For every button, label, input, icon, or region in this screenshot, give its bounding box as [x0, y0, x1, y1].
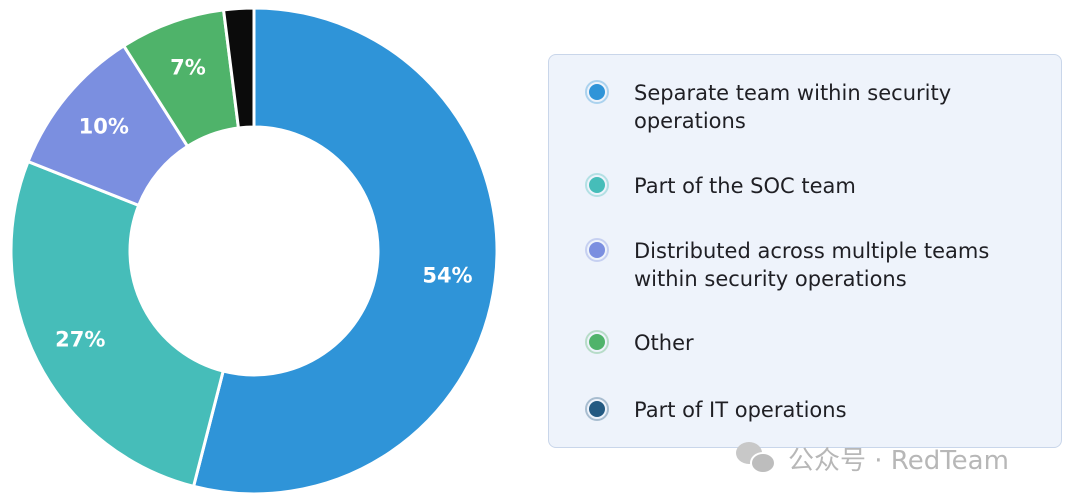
legend-label: Part of the SOC team: [634, 174, 856, 198]
donut-chart: 54% 27% 10% 7%: [9, 6, 499, 496]
legend-label: Separate team within security operations: [634, 81, 952, 133]
donut-slice-4: [221, 6, 256, 130]
legend-marker-icon: [584, 79, 612, 105]
watermark: 公众号 · RedTeam: [736, 440, 1009, 477]
legend-marker-icon: [584, 329, 612, 355]
legend-marker-icon: [584, 396, 612, 422]
donut-slice-label-0: 54%: [422, 263, 472, 287]
legend-item-other: Other: [584, 329, 1054, 357]
legend-label: Other: [634, 331, 694, 355]
donut-slice-0: [191, 6, 499, 496]
donut-slice-label-1: 27%: [55, 328, 105, 352]
chart-legend: Separate team within security operations…: [548, 54, 1062, 448]
legend-marker-icon: [584, 237, 612, 263]
legend-item-it-operations: Part of IT operations: [584, 396, 1054, 424]
wechat-icon: [736, 441, 778, 476]
legend-item-distributed: Distributed across multiple teams within…: [584, 237, 1054, 293]
legend-label: Distributed across multiple teams within…: [634, 239, 990, 291]
legend-item-soc-team: Part of the SOC team: [584, 172, 1054, 200]
legend-marker-icon: [584, 172, 612, 198]
watermark-text: 公众号 · RedTeam: [788, 446, 1009, 476]
donut-slice-label-3: 7%: [170, 56, 206, 80]
donut-slice-1: [9, 159, 225, 489]
donut-slice-label-2: 10%: [79, 115, 129, 139]
legend-item-separate-team: Separate team within security operations: [584, 79, 1054, 135]
legend-label: Part of IT operations: [634, 398, 847, 422]
